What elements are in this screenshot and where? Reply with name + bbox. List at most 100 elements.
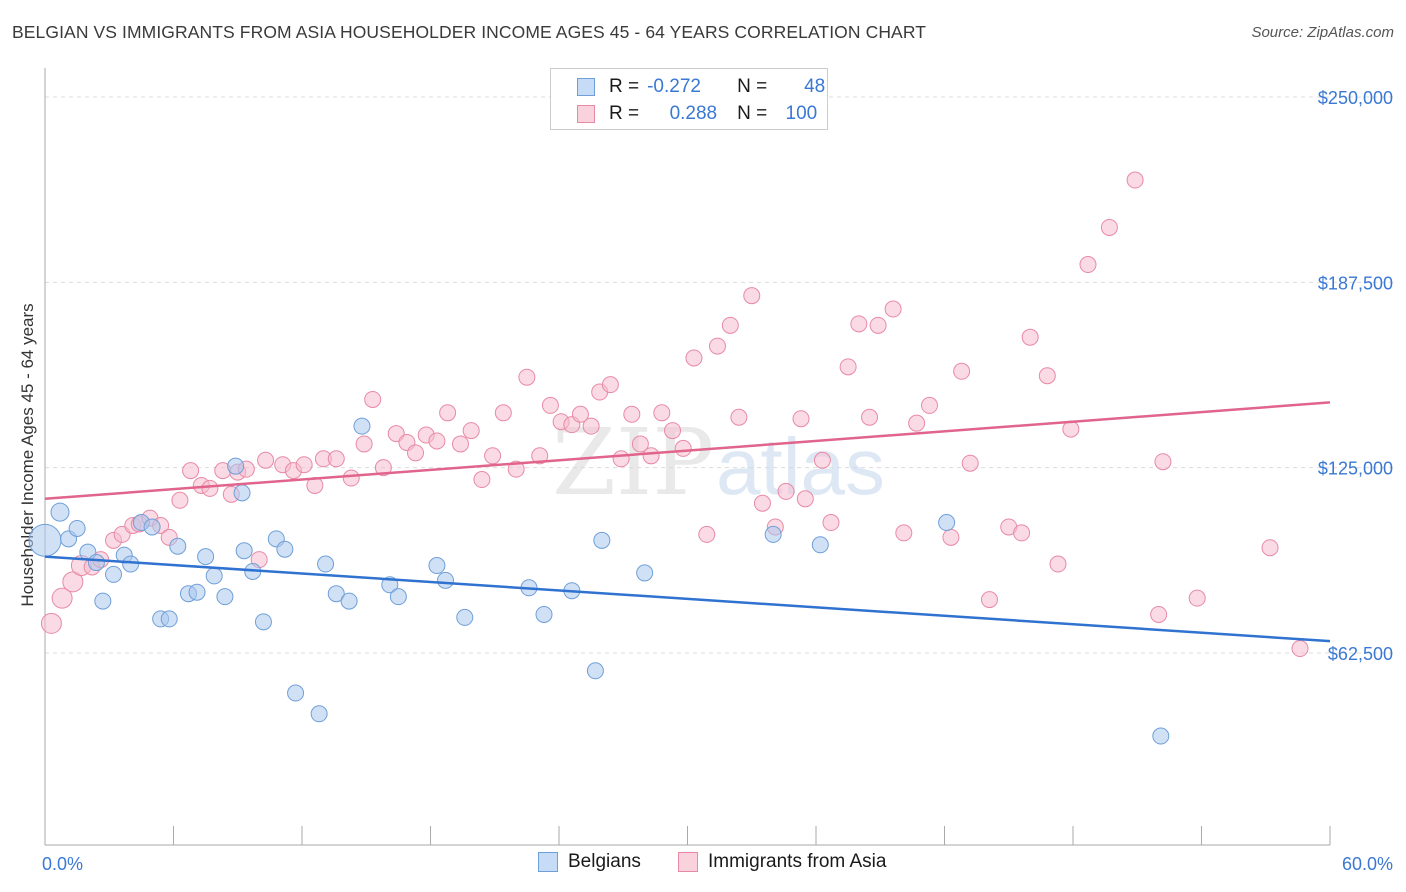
belgian-point	[254, 613, 272, 631]
asia-point	[428, 432, 446, 450]
belgian-point	[87, 554, 105, 572]
asia-point	[473, 471, 491, 489]
asia-point	[1150, 605, 1168, 623]
asia-point	[201, 479, 219, 497]
asia-point	[796, 490, 814, 508]
source-credit: Source: ZipAtlas.com	[1251, 24, 1394, 41]
asia-point	[295, 456, 313, 474]
asia-point	[642, 447, 660, 465]
chart-title: BELGIAN VS IMMIGRANTS FROM ASIA HOUSEHOL…	[12, 22, 927, 42]
asia-point	[484, 447, 502, 465]
asia-point	[753, 494, 771, 512]
asia-point	[51, 587, 73, 609]
asia-point	[541, 396, 559, 414]
belgian-point	[353, 417, 371, 435]
asia-point	[664, 422, 682, 440]
asia-point	[62, 571, 84, 593]
asia-point	[698, 525, 716, 543]
y-tick-label: $125,000	[1318, 459, 1393, 479]
asia-point	[494, 404, 512, 422]
legend-swatch-asia	[678, 852, 698, 872]
asia-point	[908, 414, 926, 432]
asia-point	[518, 368, 536, 386]
asia-point	[374, 459, 392, 477]
asia-point	[171, 491, 189, 509]
belgian-point	[535, 605, 553, 623]
belgian-point	[456, 608, 474, 626]
asia-point	[1038, 367, 1056, 385]
belgian-point	[340, 592, 358, 610]
asia-point	[1154, 453, 1172, 471]
asia-point	[439, 404, 457, 422]
asia-point	[1291, 640, 1309, 658]
asia-point	[884, 300, 902, 318]
y-tick-label: $250,000	[1318, 88, 1393, 108]
asia-point	[653, 404, 671, 422]
asia-point	[1126, 171, 1144, 189]
asia-point	[582, 417, 600, 435]
belgian-point	[636, 564, 654, 582]
asia-point	[895, 524, 913, 542]
asia-point	[743, 287, 761, 305]
y-tick-label: $62,500	[1328, 644, 1393, 664]
asia-point	[40, 612, 62, 634]
asia-point	[1013, 524, 1031, 542]
asia-point	[355, 435, 373, 453]
watermark: ZIP atlas	[552, 409, 885, 516]
axes	[44, 68, 1331, 846]
asia-point	[571, 405, 589, 423]
belgian-point	[197, 548, 215, 566]
asia-point	[953, 362, 971, 380]
asia-point	[1049, 555, 1067, 573]
legend-label-asia: Immigrants from Asia	[708, 851, 887, 872]
belgian-point	[160, 610, 178, 628]
legend-r-label: R =	[609, 103, 640, 124]
belgian-point	[50, 502, 70, 522]
asia-point	[850, 315, 868, 333]
asia-point	[839, 358, 857, 376]
belgian-point	[327, 585, 345, 603]
legend-item-asia: Immigrants from Asia	[678, 851, 886, 873]
belgian-point	[235, 542, 253, 560]
legend-row-belgians: R = -0.272 N = 48	[551, 74, 825, 100]
correlation-legend: R = -0.272 N = 48 R = 0.288 N = 100	[550, 68, 828, 130]
legend-item-belgians: Belgians	[538, 851, 641, 873]
belgians-trend-line	[44, 555, 1331, 643]
belgian-point	[276, 540, 294, 558]
asia-point	[327, 450, 345, 468]
legend-n-value: 100	[785, 103, 818, 124]
belgian-point	[205, 567, 223, 585]
asia-point	[961, 454, 979, 472]
trend-lines	[44, 401, 1331, 643]
legend-label-belgians: Belgians	[568, 851, 641, 872]
legend-row-asia: R = 0.288 N = 100	[551, 101, 817, 127]
belgian-point	[122, 555, 140, 573]
asia-point	[861, 408, 879, 426]
legend-r-value: -0.272	[647, 76, 701, 97]
belgian-point	[938, 514, 956, 532]
legend-r-label: R =	[609, 76, 640, 97]
belgian-point	[593, 531, 611, 549]
belgian-point	[811, 536, 829, 554]
immigrants-from-asia-points	[40, 171, 1309, 658]
asia-point	[685, 349, 703, 367]
asia-point	[813, 451, 831, 469]
asia-point	[342, 469, 360, 487]
belgian-point	[233, 484, 251, 502]
belgian-point	[389, 588, 407, 606]
belgian-point	[105, 565, 123, 583]
belgian-point	[94, 592, 112, 610]
belgian-point	[1152, 727, 1170, 745]
belgian-point	[68, 519, 86, 537]
asia-point	[364, 390, 382, 408]
asia-point	[623, 405, 641, 423]
belgian-point	[317, 555, 335, 573]
asia-point	[631, 435, 649, 453]
asia-point	[601, 376, 619, 394]
x-tick-label: 0.0%	[42, 854, 83, 874]
asia-point	[1021, 328, 1039, 346]
asia-point	[612, 450, 630, 468]
asia-point	[507, 460, 525, 478]
asia-point	[869, 316, 887, 334]
belgian-point	[216, 588, 234, 606]
